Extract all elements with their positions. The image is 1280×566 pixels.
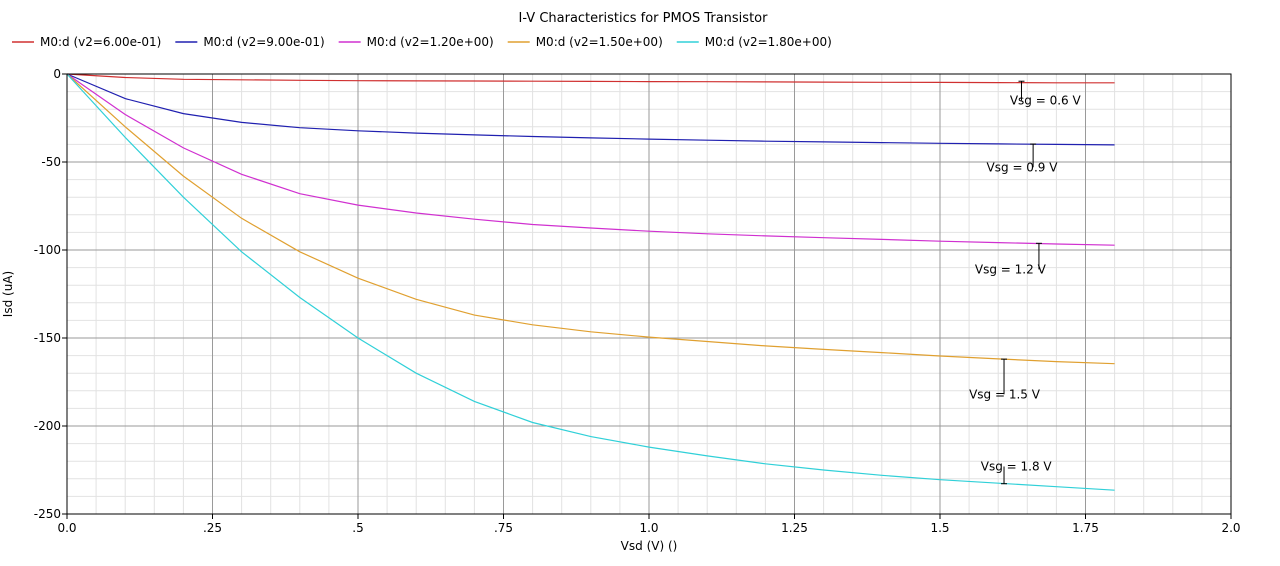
x-axis-label: Vsd (V) ()	[621, 539, 678, 553]
series-line-5	[66, 73, 1115, 491]
x-tick-label: 1.25	[781, 521, 808, 535]
y-tick-label: -150	[34, 331, 61, 345]
series-line-3	[66, 73, 1115, 246]
chart-title: I-V Characteristics for PMOS Transistor	[519, 11, 769, 26]
series-line-4	[66, 73, 1115, 365]
annotations: Vsg = 0.6 V Vsg = 0.9 V Vsg = 1.2 V Vsg = 1…	[969, 80, 1082, 485]
series-line-2	[66, 73, 1115, 146]
y-tick-label: -100	[34, 243, 61, 257]
grid	[66, 73, 1232, 515]
y-tick-label: -50	[41, 155, 61, 169]
legend-label-3: M0:d (v2=1.20e+00)	[367, 35, 494, 49]
legend-label-5: M0:d (v2=1.80e+00)	[705, 35, 832, 49]
x-tick-label: .75	[494, 521, 513, 535]
annotation-label-4: Vsg = 1.5 V	[969, 387, 1041, 401]
annotation-label-3: Vsg = 1.2 V	[975, 262, 1047, 276]
x-tick-label: 1.0	[639, 521, 658, 535]
annotation-label-1: Vsg = 0.6 V	[1010, 93, 1082, 107]
y-tick-label: -250	[34, 507, 61, 521]
legend-label-2: M0:d (v2=9.00e-01)	[203, 35, 324, 49]
x-tick-label: .5	[352, 521, 363, 535]
series-group	[66, 73, 1115, 491]
legend-label-4: M0:d (v2=1.50e+00)	[536, 35, 663, 49]
x-tick-label: 1.75	[1072, 521, 1099, 535]
y-tick-label: -200	[34, 419, 61, 433]
x-tick-label: .25	[203, 521, 222, 535]
series-line-1	[66, 73, 1115, 84]
x-tick-label: 2.0	[1221, 521, 1240, 535]
y-tick-label: 0	[53, 67, 61, 81]
axis-ticks: 0.0 .25 .5 .75 1.0 1.25 1.5 1.75 2.0 0 -50 -100 -150…	[34, 67, 1241, 535]
annotation-label-2: Vsg = 0.9 V	[987, 160, 1059, 174]
y-axis-label: Isd (uA)	[1, 271, 15, 317]
x-tick-label: 1.5	[930, 521, 949, 535]
legend: M0:d (v2=6.00e-01) M0:d (v2=9.00e-01) M0:d…	[12, 35, 832, 49]
x-tick-label: 0.0	[57, 521, 76, 535]
legend-label-1: M0:d (v2=6.00e-01)	[40, 35, 161, 49]
annotation-label-5: Vsg = 1.8 V	[981, 459, 1053, 473]
